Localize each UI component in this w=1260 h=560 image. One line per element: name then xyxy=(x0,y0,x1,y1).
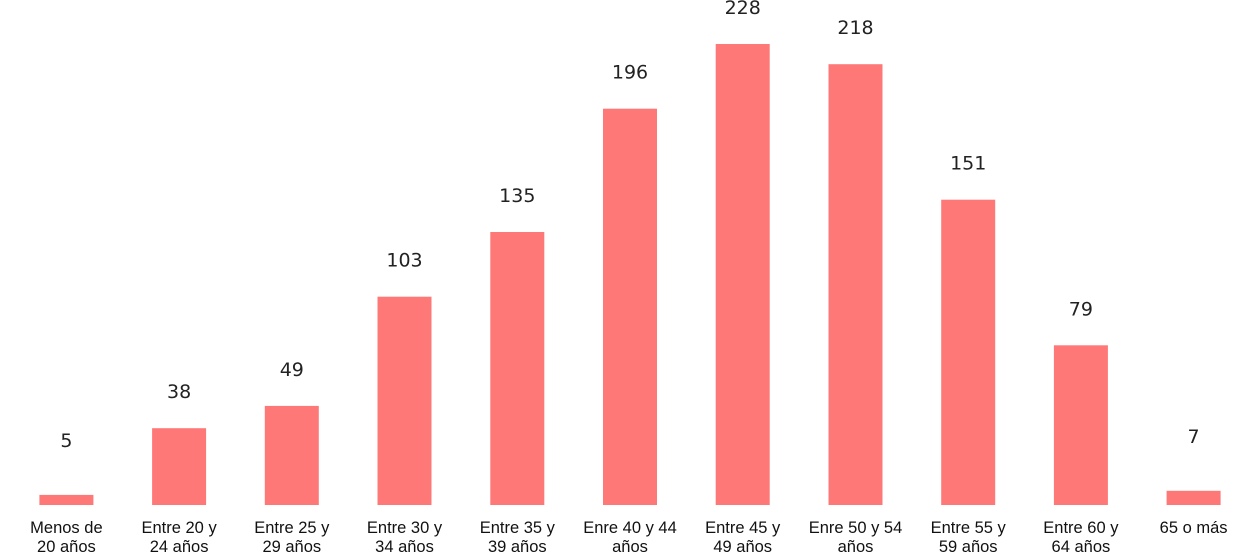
bar-1 xyxy=(39,494,94,505)
bar-5 xyxy=(490,232,545,505)
category-label-line: Entre 35 y xyxy=(480,519,556,537)
category-label-9: Entre 55 y 59 años xyxy=(931,519,1007,556)
data-label-2: 38 xyxy=(167,381,191,403)
category-label-line: 59 años xyxy=(939,538,998,556)
category-label-line: 20 años xyxy=(37,538,96,556)
category-label-line: 39 años xyxy=(488,538,547,556)
category-label-line: 24 años xyxy=(150,538,209,556)
bar-6 xyxy=(603,108,657,505)
bar-10 xyxy=(1053,345,1108,505)
category-label-line: 34 años xyxy=(375,538,434,556)
bar-4 xyxy=(377,296,432,505)
category-label-line: Enre 40 y 44 xyxy=(583,519,677,537)
data-labels-group: 5 38 49 103 135 196 228 218 151 79 7 xyxy=(60,0,1199,452)
category-label-line: Entre 30 y xyxy=(367,519,443,537)
data-label-7: 228 xyxy=(725,0,761,19)
category-label-line: Entre 20 y xyxy=(141,519,217,537)
data-label-1: 5 xyxy=(60,430,72,452)
category-label-line: Menos de xyxy=(30,519,102,537)
bar-9 xyxy=(941,199,996,505)
category-label-line: 65 o más xyxy=(1160,519,1228,537)
category-label-5: Entre 35 y 39 años xyxy=(480,519,556,556)
data-label-4: 103 xyxy=(386,250,422,272)
bar-3 xyxy=(264,405,319,505)
category-label-line: Enre 50 y 54 xyxy=(809,519,903,537)
category-label-line: 49 años xyxy=(713,538,772,556)
category-label-3: Entre 25 y 29 años xyxy=(254,519,330,556)
category-label-2: Entre 20 y 24 años xyxy=(141,519,217,556)
data-label-11: 7 xyxy=(1188,426,1200,448)
category-label-4: Entre 30 y 34 años xyxy=(367,519,443,556)
bar-2 xyxy=(152,428,207,505)
category-label-1: Menos de 20 años xyxy=(30,519,102,556)
bar-11 xyxy=(1166,490,1221,505)
category-labels-group: Menos de 20 años Entre 20 y 24 años Entre 25… xyxy=(30,519,1227,556)
category-label-line: Entre 45 y xyxy=(705,519,781,537)
category-label-line: años xyxy=(612,538,648,556)
category-label-7: Entre 45 y 49 años xyxy=(705,519,781,556)
data-label-8: 218 xyxy=(837,17,873,39)
bar-7 xyxy=(715,44,770,505)
bar-8 xyxy=(828,64,883,505)
data-label-10: 79 xyxy=(1069,298,1093,320)
data-label-5: 135 xyxy=(499,185,535,207)
category-label-line: Entre 60 y xyxy=(1043,519,1119,537)
bars-group xyxy=(39,44,1221,505)
data-label-3: 49 xyxy=(280,359,304,381)
category-label-line: Entre 25 y xyxy=(254,519,330,537)
category-label-line: 29 años xyxy=(262,538,321,556)
category-label-line: Entre 55 y xyxy=(931,519,1007,537)
data-label-6: 196 xyxy=(612,62,648,84)
category-label-6: Enre 40 y 44 años xyxy=(583,519,677,556)
category-label-10: Entre 60 y 64 años xyxy=(1043,519,1119,556)
category-label-8: Enre 50 y 54 años xyxy=(809,519,903,556)
category-label-11: 65 o más xyxy=(1160,519,1228,537)
category-label-line: años xyxy=(838,538,874,556)
category-label-line: 64 años xyxy=(1052,538,1111,556)
data-label-9: 151 xyxy=(950,153,986,175)
